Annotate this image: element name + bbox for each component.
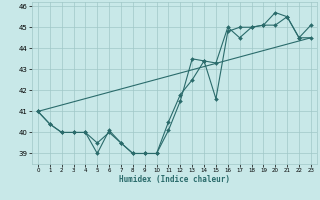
X-axis label: Humidex (Indice chaleur): Humidex (Indice chaleur) — [119, 175, 230, 184]
